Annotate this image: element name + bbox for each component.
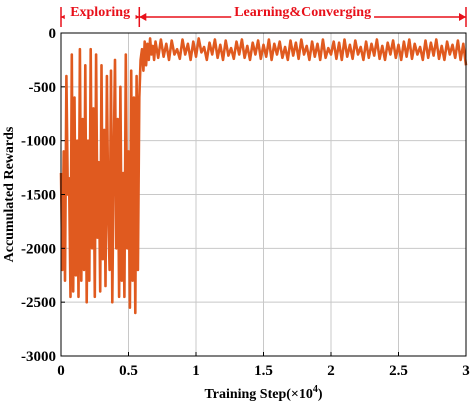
phase-label-bg xyxy=(231,5,375,21)
x-axis-label: Training Step(×104) xyxy=(204,384,322,402)
x-tick-label: 3 xyxy=(462,363,470,379)
x-tick-label: 0.5 xyxy=(119,363,138,379)
x-tick-label: 0 xyxy=(57,363,65,379)
y-tick-label: -500 xyxy=(29,80,57,96)
x-tick-label: 1.5 xyxy=(254,363,273,379)
x-tick-label: 1 xyxy=(192,363,200,379)
y-tick-label: -1000 xyxy=(21,134,56,150)
x-axis-label-exponent: 4 xyxy=(313,384,318,395)
phase-label-bg xyxy=(64,5,136,21)
y-tick-label: -1500 xyxy=(21,188,56,204)
x-tick-label: 2.5 xyxy=(389,363,408,379)
y-tick-label: 0 xyxy=(49,26,57,42)
axis-ticks: 0 0.5 1 1.5 2 2.5 3 0 -500 -1000 -1500 -2000 -2500 -3… xyxy=(21,26,470,379)
reward-series-line xyxy=(59,37,468,315)
y-tick-label: -3000 xyxy=(21,349,56,365)
series-layer xyxy=(59,37,468,315)
x-axis-label-main: Training Step(×10 xyxy=(204,387,312,402)
y-tick-label: -2500 xyxy=(21,295,56,311)
y-axis-label: Accumulated Rewards xyxy=(2,126,17,262)
phase-arrow-left xyxy=(139,13,147,21)
phase-arrow-right xyxy=(459,13,466,21)
x-tick-label: 2 xyxy=(327,363,335,379)
phase-label: Learning&Converging xyxy=(234,5,371,20)
y-tick-label: -2000 xyxy=(21,241,56,257)
phase-label: Exploring xyxy=(70,5,130,20)
x-axis-label-close: ) xyxy=(318,387,323,402)
phase-annotations: Exploring Learning&Converging xyxy=(60,5,467,27)
